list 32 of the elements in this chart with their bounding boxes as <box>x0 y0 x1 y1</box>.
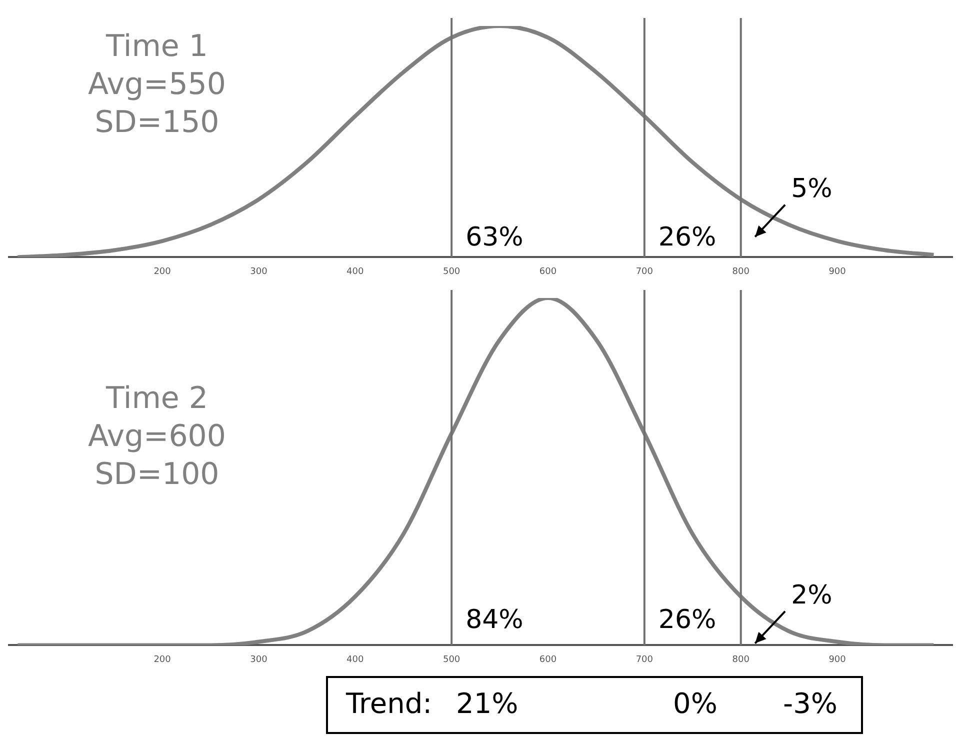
annotation: SD=150 <box>94 104 220 142</box>
x-tick-label: 900 <box>828 266 846 277</box>
text: 0% <box>673 687 718 720</box>
x-tick-label: 800 <box>732 654 750 665</box>
x-tick-label: 200 <box>154 654 172 665</box>
x-tick-label: 400 <box>346 654 364 665</box>
x-tick-label: 400 <box>346 266 364 277</box>
x-tick-label: 300 <box>250 654 268 665</box>
annotation: 84% <box>466 604 524 635</box>
x-tick-label: 800 <box>732 266 750 277</box>
x-tick-label: 700 <box>636 654 654 665</box>
annotation: 26% <box>658 222 716 253</box>
annotation: 26% <box>658 604 716 635</box>
annotation: SD=100 <box>94 456 220 494</box>
x-tick-label: 700 <box>636 266 654 277</box>
text: Trend: <box>346 687 432 720</box>
chart-title: Time 1 <box>104 28 209 66</box>
x-tick-label: 900 <box>828 654 846 665</box>
x-tick-label: 300 <box>250 266 268 277</box>
text: 21% <box>456 687 518 720</box>
annotation: 2% <box>791 580 832 610</box>
text: -3% <box>783 687 838 720</box>
text: Time 2 <box>104 380 209 418</box>
x-tick-label: 500 <box>442 266 460 277</box>
x-tick-label: 500 <box>442 654 460 665</box>
x-tick-label: 600 <box>539 654 557 665</box>
x-tick-label: 200 <box>154 266 172 277</box>
annotation: 63% <box>466 222 524 253</box>
annotation: Avg=600 <box>88 418 226 456</box>
x-tick-label: 600 <box>539 266 557 277</box>
annotation: 5% <box>791 174 832 204</box>
annotation: Avg=550 <box>88 66 226 104</box>
